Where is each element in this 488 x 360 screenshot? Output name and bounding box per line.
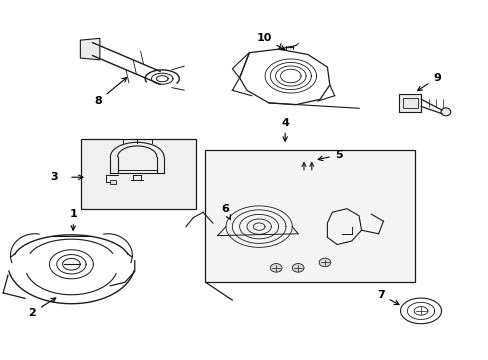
- Circle shape: [319, 258, 330, 267]
- Text: 4: 4: [281, 118, 288, 141]
- Polygon shape: [110, 180, 116, 184]
- Bar: [205, 149, 414, 282]
- Text: 1: 1: [70, 209, 78, 230]
- Bar: [81, 139, 195, 209]
- Text: 7: 7: [376, 290, 398, 305]
- Text: 2: 2: [28, 298, 56, 318]
- Text: 3: 3: [50, 172, 58, 182]
- Bar: [399, 94, 420, 112]
- Text: 10: 10: [256, 33, 285, 50]
- Text: 8: 8: [94, 77, 126, 106]
- Text: 5: 5: [318, 150, 342, 161]
- Polygon shape: [80, 39, 100, 60]
- Text: 6: 6: [221, 204, 230, 220]
- Circle shape: [292, 264, 304, 272]
- Ellipse shape: [440, 108, 450, 116]
- Bar: [402, 98, 417, 108]
- Text: 9: 9: [417, 73, 440, 91]
- Circle shape: [270, 264, 282, 272]
